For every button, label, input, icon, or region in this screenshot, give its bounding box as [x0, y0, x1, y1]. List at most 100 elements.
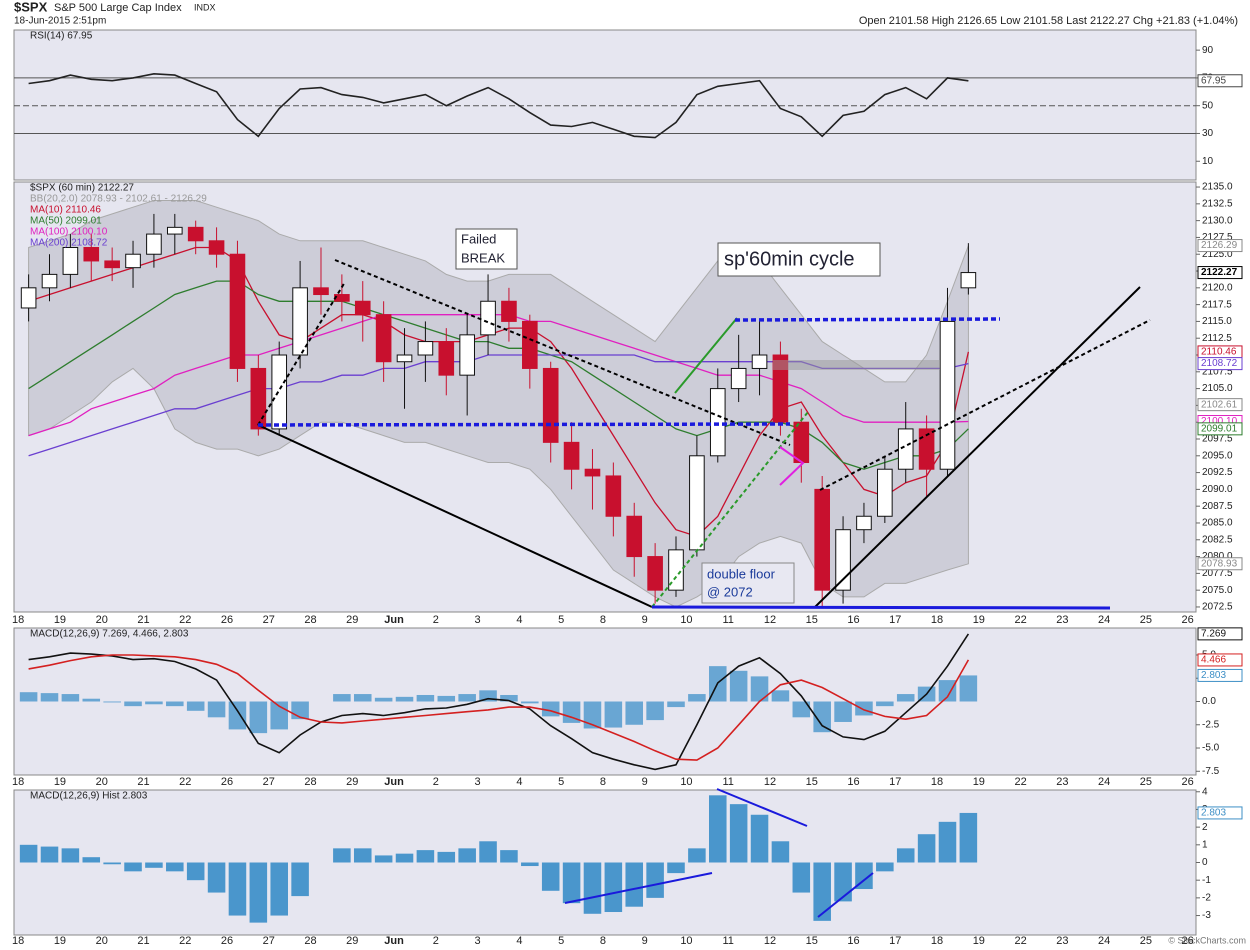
divergence-line: [817, 872, 874, 918]
value-flag: [1197, 422, 1243, 436]
candle-body: [647, 556, 663, 591]
level-line: [257, 422, 791, 427]
annotation: double floor: [707, 566, 776, 581]
candle-body: [939, 320, 956, 470]
candle-body: [877, 468, 893, 517]
value-flag-label: 2100.10: [1201, 416, 1238, 427]
value-flag-label: 2.803: [1201, 670, 1226, 681]
hist-bar: [61, 694, 80, 702]
candle-body: [20, 287, 37, 309]
hist-bar: [249, 701, 268, 734]
candle-body: [563, 441, 580, 470]
x-tick-label: 28: [304, 614, 316, 626]
candle-body: [354, 300, 371, 316]
candle-body: [835, 529, 851, 591]
hist-bar: [19, 692, 38, 702]
hist-bar: [521, 862, 539, 867]
y-tick-label: -2.5: [1202, 719, 1220, 730]
y-tick-label: 2082.5: [1202, 534, 1233, 545]
value-flag-label: 4.466: [1201, 655, 1226, 666]
value-flag: [1197, 653, 1243, 667]
x-tick-label: 11: [723, 776, 734, 788]
x-tick-label: Jun: [384, 614, 404, 626]
y-tick-label: 2105.0: [1202, 383, 1233, 394]
annotation: @ 2072: [707, 584, 753, 599]
line: [28, 314, 969, 437]
hist-bar: [771, 841, 790, 863]
x-tick-label: 24: [1098, 935, 1110, 947]
x-tick-label: 26: [221, 935, 233, 947]
candle-body: [584, 468, 601, 477]
x-tick-label: 12: [764, 935, 776, 947]
hist-bar: [353, 694, 372, 702]
hist-bar: [437, 695, 456, 702]
candle-body: [772, 354, 789, 423]
candle-body: [83, 247, 100, 262]
candle-body: [334, 294, 350, 302]
candle-body: [208, 240, 225, 255]
hist-bar: [166, 701, 184, 707]
hist-bar: [249, 862, 268, 923]
hist-bar: [625, 701, 644, 725]
x-tick-label: 16: [847, 935, 859, 947]
y-tick-label: 2107.5: [1202, 366, 1233, 377]
y-tick-label: 2127.5: [1202, 232, 1233, 243]
index-name: S&P 500 Large Cap Index: [54, 2, 182, 14]
x-tick-label: 8: [600, 614, 606, 626]
candle-body: [814, 488, 830, 591]
panels: 1030507090RSI(14) 67.9567.952072.52075.0…: [12, 29, 1243, 947]
candle-body: [166, 226, 183, 235]
hist-bar: [19, 844, 38, 863]
x-tick-label: 15: [806, 935, 818, 947]
hist-bar: [959, 812, 978, 863]
value-flag-label: 67.95: [1201, 75, 1226, 86]
legend-entry: MA(100) 2100.10: [30, 227, 108, 238]
line: [28, 654, 970, 761]
y-tick-label: 2080.0: [1202, 551, 1233, 562]
candle-body: [125, 253, 141, 269]
y-tick-label: 10: [1202, 156, 1214, 167]
hist-bar: [667, 701, 685, 708]
candle-body: [480, 300, 496, 336]
hist-bar: [395, 853, 414, 863]
x-tick-label: 3: [475, 614, 481, 626]
hist-bar: [896, 848, 915, 863]
hist-bar: [646, 862, 664, 898]
y-tick-label: 90: [1202, 45, 1214, 56]
x-tick-label: 27: [263, 776, 275, 788]
hist-bar: [813, 701, 831, 733]
hist-bar: [562, 862, 581, 904]
y-tick-label: 2132.5: [1202, 198, 1233, 209]
y-tick-label: -5.0: [1202, 743, 1220, 754]
hist-bar: [124, 701, 142, 707]
candle-body: [229, 253, 246, 369]
line: [28, 633, 970, 771]
hist-bar: [395, 696, 414, 702]
x-tick-label: 2: [433, 614, 439, 626]
annotation: sp'60min cycle: [724, 248, 855, 270]
hist-bar: [562, 701, 581, 723]
annotation: BREAK: [461, 250, 505, 265]
x-tick-label: 17: [889, 614, 901, 626]
x-tick-label: 11: [723, 935, 734, 947]
y-tick-label: 2135.0: [1202, 182, 1233, 193]
hist-bar: [500, 694, 518, 702]
y-tick-label: 2117.5: [1202, 299, 1232, 310]
y-tick-label: 50: [1202, 100, 1214, 111]
value-flag: [1197, 239, 1243, 253]
value-flag: [1197, 74, 1243, 88]
x-tick-label: 8: [600, 935, 606, 947]
legend-entry: MA(200) 2108.72: [30, 238, 108, 249]
x-tick-label: 18: [931, 776, 943, 788]
exchange: INDX: [194, 2, 216, 12]
x-tick-label: 22: [1014, 935, 1026, 947]
x-tick-label: 4: [516, 935, 522, 947]
candle-body: [897, 428, 914, 470]
x-tick-label: 26: [1182, 935, 1194, 947]
candle-body: [542, 367, 559, 443]
hist-bar: [207, 862, 226, 893]
hist-bar: [667, 862, 685, 874]
candle-body: [459, 334, 475, 376]
y-tick-label: 1: [1202, 839, 1208, 850]
panel-bg: [13, 29, 1197, 181]
